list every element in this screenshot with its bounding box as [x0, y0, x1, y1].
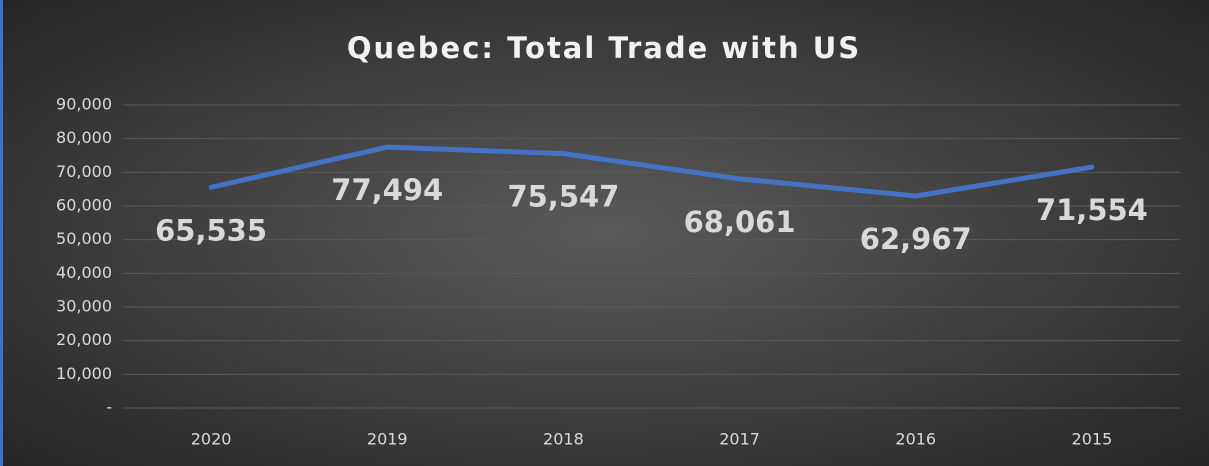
data-label: 71,554: [1036, 193, 1148, 227]
data-label: 68,061: [684, 205, 796, 239]
y-tick-label: 80,000: [56, 128, 112, 147]
data-label: 65,535: [155, 213, 267, 247]
grid: - 10,000 20,000 30,000 40,000 50,000 60,000 70,…: [56, 95, 1180, 449]
y-tick-label: 20,000: [56, 330, 112, 349]
y-tick-label: 30,000: [56, 297, 112, 316]
x-tick-label: 2015: [1072, 430, 1113, 449]
x-tick-label: 2016: [895, 430, 936, 449]
x-tick-label: 2019: [367, 430, 408, 449]
x-tick-label: 2020: [191, 430, 232, 449]
y-tick-label: 50,000: [56, 229, 112, 248]
y-tick-label: -: [106, 398, 112, 417]
data-label: 77,494: [331, 173, 443, 207]
y-tick-label: 60,000: [56, 196, 112, 215]
left-border: [0, 0, 3, 466]
chart-title: Quebec: Total Trade with US: [347, 31, 861, 65]
plot: 65,535 77,494 75,547 68,061 62,967 71,554: [155, 144, 1148, 256]
data-label: 75,547: [507, 180, 619, 214]
y-tick-label: 70,000: [56, 162, 112, 181]
y-tick-label: 40,000: [56, 263, 112, 282]
y-tick-label: 90,000: [56, 95, 112, 114]
data-line: [208, 144, 1095, 199]
x-tick-label: 2017: [719, 430, 760, 449]
x-tick-label: 2018: [543, 430, 584, 449]
y-tick-label: 10,000: [56, 364, 112, 383]
data-label: 62,967: [860, 222, 972, 256]
